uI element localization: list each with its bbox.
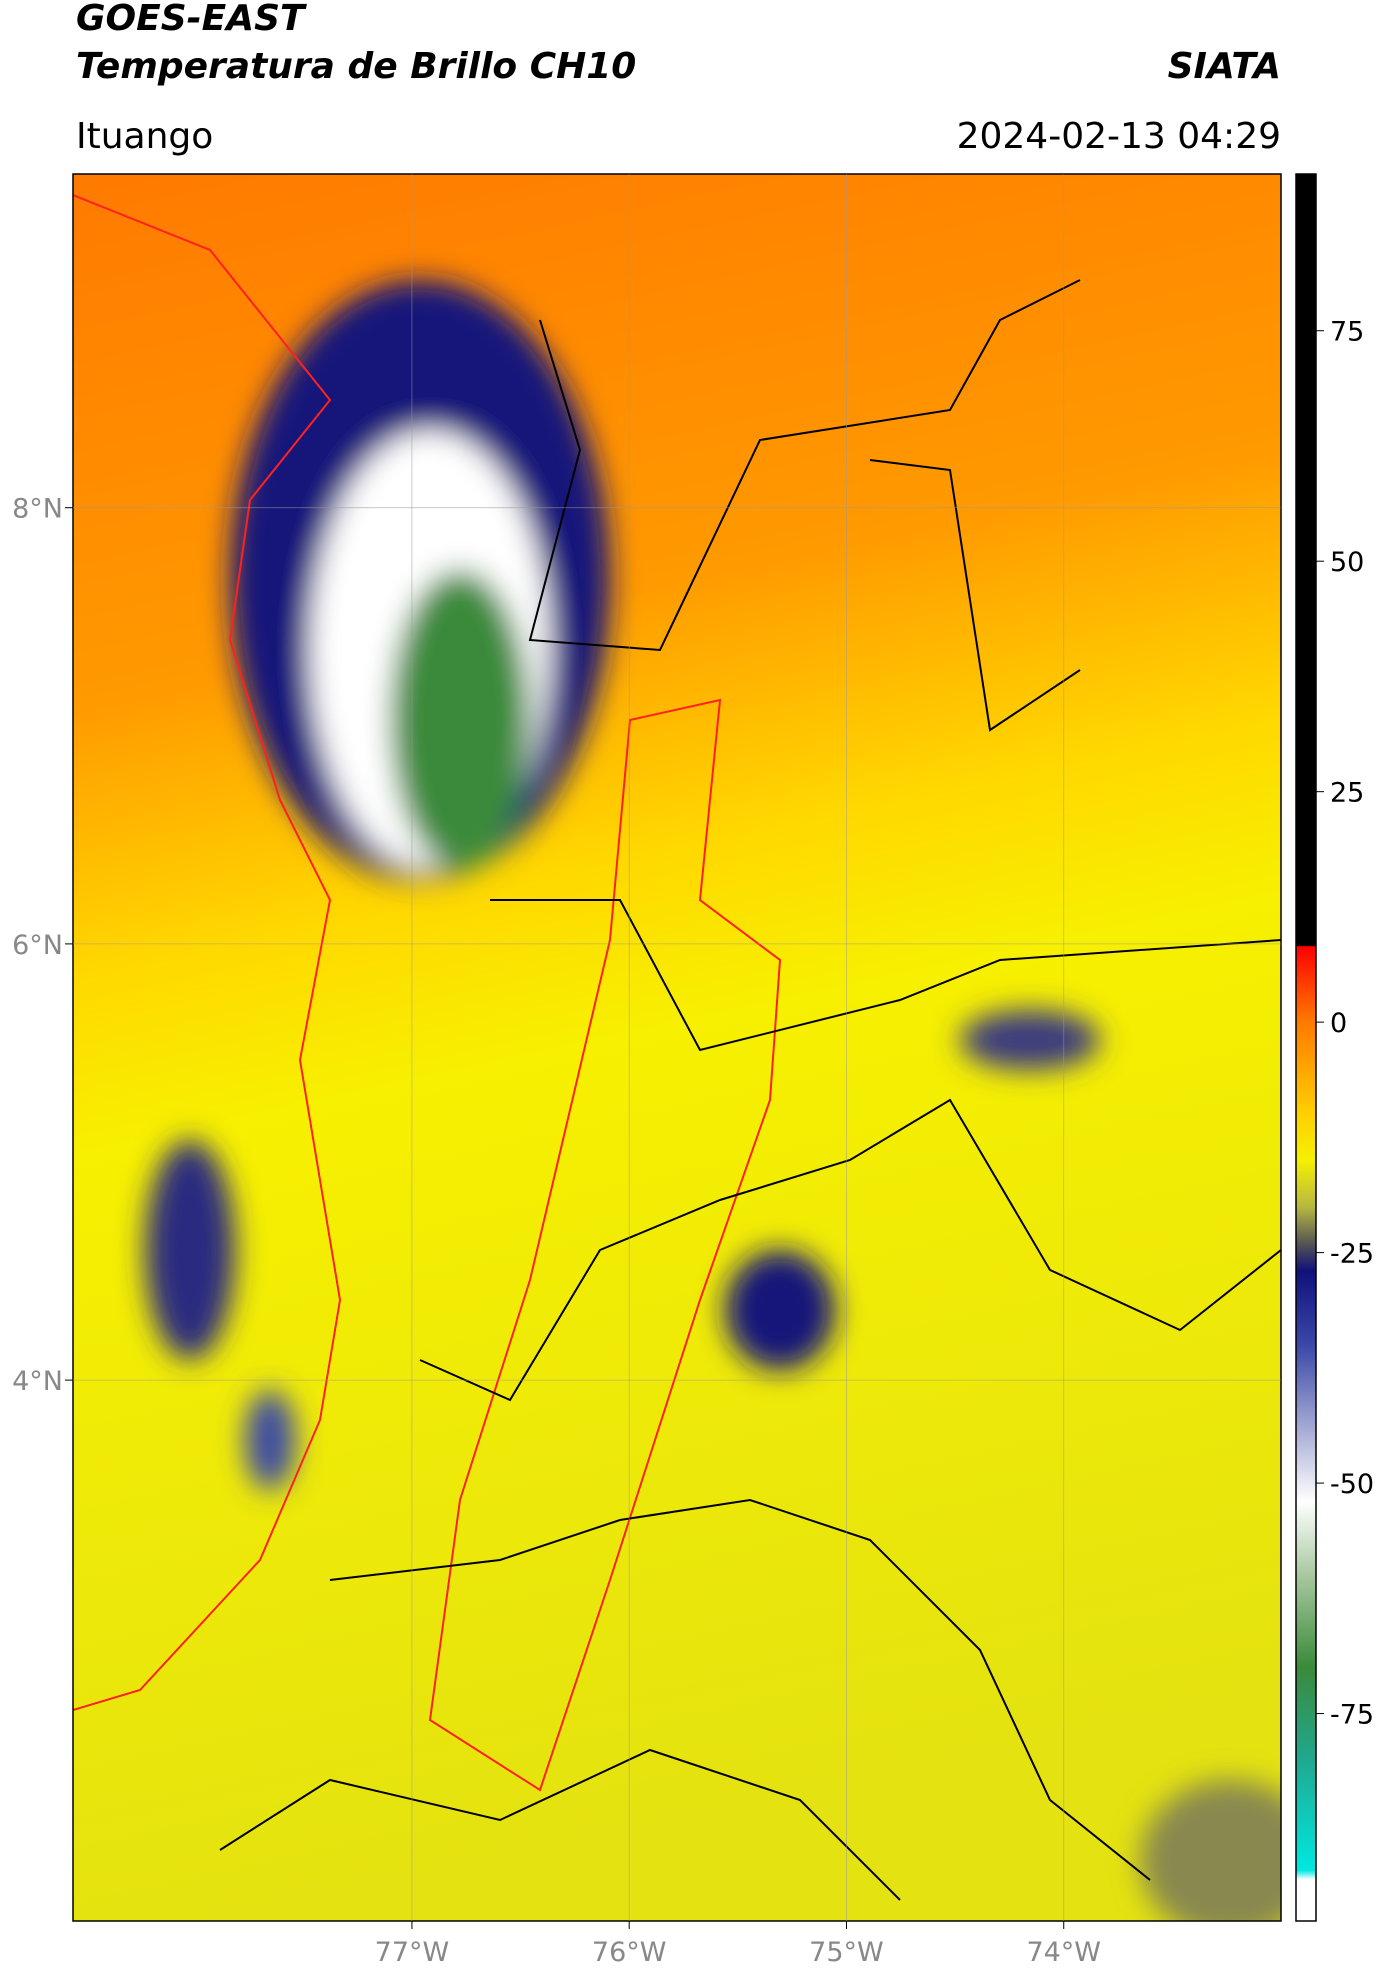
colorbar-tick-label: -25 xyxy=(1330,1239,1374,1270)
colorbar-frame xyxy=(1295,173,1317,1922)
x-tick-label: 74°W xyxy=(1026,1937,1101,1968)
subtitle: Temperatura de Brillo CH10 xyxy=(76,46,636,87)
admin-borders xyxy=(219,279,1281,1901)
x-tick-label: 75°W xyxy=(809,1937,884,1968)
brand: SIATA xyxy=(1168,46,1281,87)
map-frame xyxy=(72,173,1282,1922)
y-tick-label: 6°N xyxy=(12,930,63,961)
colorbar-tick-label: 75 xyxy=(1330,317,1364,348)
colorbar xyxy=(1296,174,1316,1921)
colorbar-tick-label: 25 xyxy=(1330,778,1364,809)
cloud-tops xyxy=(145,280,1281,1921)
title: GOES-EAST xyxy=(76,0,307,39)
coastline xyxy=(73,194,342,1711)
colorbar-tick-label: 0 xyxy=(1330,1008,1347,1039)
region-outline xyxy=(428,698,782,1792)
location: Ituango xyxy=(76,116,213,157)
x-tick-label: 77°W xyxy=(375,1937,450,1968)
map-imagery xyxy=(73,174,1281,1921)
colorbar-tick-label: -75 xyxy=(1330,1700,1374,1731)
colorbar-tick-label: 50 xyxy=(1330,547,1364,578)
y-tick-label: 4°N xyxy=(12,1366,63,1397)
x-tick-label: 76°W xyxy=(592,1937,667,1968)
y-tick-label: 8°N xyxy=(12,494,63,525)
datetime: 2024-02-13 04:29 xyxy=(957,116,1281,157)
colorbar-tick-label: -50 xyxy=(1330,1469,1374,1500)
